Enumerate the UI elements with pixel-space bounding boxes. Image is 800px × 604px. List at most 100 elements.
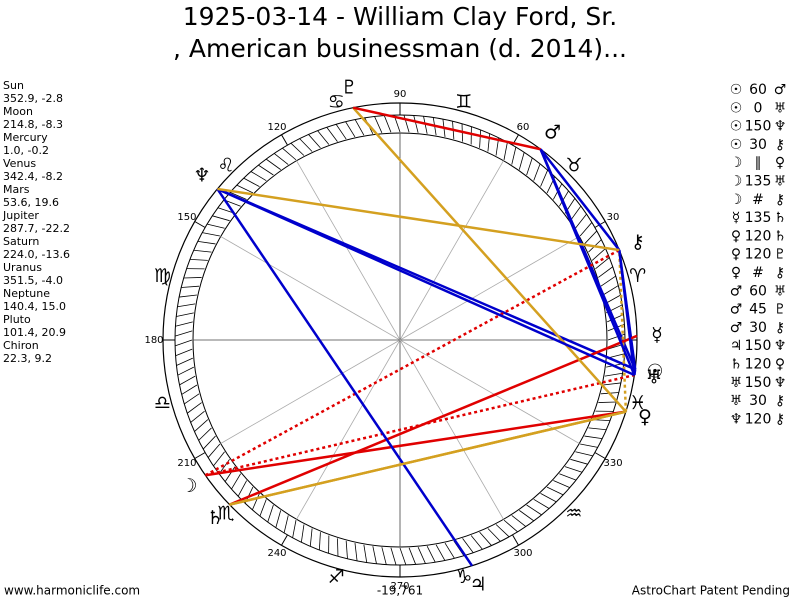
aspect-planet: ☉ <box>730 137 743 153</box>
degree-label: 90 <box>394 89 407 100</box>
aspect-type: 135 <box>745 210 772 226</box>
aspect-type: # <box>752 192 764 208</box>
aspect-planet: ☽ <box>730 174 743 190</box>
degree-label: 150 <box>177 212 196 223</box>
aspect-planet: ♃ <box>730 338 743 354</box>
planet-name: Mercury <box>3 131 48 144</box>
aspect-type: 120 <box>745 357 772 373</box>
aspect-planet: ♆ <box>774 338 787 354</box>
planet-name: Uranus <box>3 261 42 274</box>
sign-glyph: ♍ <box>154 265 171 287</box>
sign-glyph: ♌ <box>218 155 235 177</box>
aspect-planet: ☉ <box>730 82 743 98</box>
degree-label: 60 <box>517 122 530 133</box>
aspect-planet: ☉ <box>730 119 743 135</box>
planet-glyph: ♆ <box>193 165 210 187</box>
aspect-planet: ♂ <box>730 320 743 336</box>
degree-label: 330 <box>603 458 622 469</box>
aspect-type: 30 <box>749 393 767 409</box>
sign-glyph: ♉ <box>565 155 582 177</box>
aspect-type: 0 <box>754 100 763 116</box>
aspect-type: 60 <box>749 82 767 98</box>
title-line: , American businessman (d. 2014)... <box>173 34 627 63</box>
planet-name: Neptune <box>3 287 50 300</box>
title-line: 1925-03-14 - William Clay Ford, Sr. <box>183 2 617 31</box>
aspect-type: 45 <box>749 302 767 318</box>
aspect-planet: ♂ <box>730 283 743 299</box>
degree-label: 300 <box>513 548 532 559</box>
aspect-planet: ♀ <box>775 357 785 373</box>
sign-glyph: ♈ <box>629 265 646 287</box>
sign-glyph: ♐ <box>328 566 345 588</box>
footer-left: www.harmoniclife.com <box>4 584 140 598</box>
planet-coords: 101.4, 20.9 <box>3 326 66 339</box>
aspect-planet: ♅ <box>730 393 743 409</box>
aspect-type: 120 <box>745 411 772 427</box>
planet-coords: 53.6, 19.6 <box>3 196 59 209</box>
aspect-type: 135 <box>745 174 772 190</box>
aspect-planet: ♅ <box>774 174 787 190</box>
aspect-planet: ♅ <box>774 100 787 116</box>
aspect-planet: ♀ <box>731 247 741 263</box>
footer-right: AstroChart Patent Pending <box>632 584 790 598</box>
aspect-type: 120 <box>745 228 772 244</box>
aspect-type: # <box>752 265 764 281</box>
sign-glyph: ♒ <box>565 502 582 524</box>
aspect-planet: ☽ <box>730 155 743 171</box>
aspect-planet: ♇ <box>774 247 787 263</box>
aspect-planet: ☽ <box>730 192 743 208</box>
aspect-planet: ⚷ <box>775 320 785 336</box>
aspect-type: 150 <box>745 338 772 354</box>
aspect-type: ∥ <box>755 155 762 171</box>
aspect-planet: ♀ <box>775 155 785 171</box>
aspect-planet: ♂ <box>774 82 787 98</box>
aspect-planet: ♄ <box>774 210 787 226</box>
degree-label: 30 <box>607 212 620 223</box>
planet-name: Chiron <box>3 339 39 352</box>
planet-coords: 352.9, -2.8 <box>3 92 63 105</box>
planet-name: Venus <box>3 157 36 170</box>
planet-coords: 342.4, -8.2 <box>3 170 63 183</box>
degree-label: 270 <box>390 581 409 592</box>
planet-coords: 1.0, -0.2 <box>3 144 49 157</box>
aspect-planet: ⚷ <box>775 265 785 281</box>
aspect-planet: ♅ <box>774 283 787 299</box>
planet-glyph: ♃ <box>470 573 487 595</box>
aspect-type: 150 <box>745 119 772 135</box>
planet-name: Moon <box>3 105 33 118</box>
planet-glyph: ♄ <box>207 507 224 529</box>
planet-glyph: ☿ <box>651 324 663 346</box>
aspect-type: 30 <box>749 320 767 336</box>
planet-coords: 22.3, 9.2 <box>3 352 52 365</box>
planet-coords: 351.5, -4.0 <box>3 274 63 287</box>
planet-name: Mars <box>3 183 30 196</box>
aspect-planet: ♄ <box>730 357 743 373</box>
hatch <box>598 402 616 403</box>
planet-name: Saturn <box>3 235 39 248</box>
degree-label: 120 <box>267 122 286 133</box>
sign-glyph: ♎ <box>154 392 171 414</box>
sign-glyph: ♊ <box>455 91 472 113</box>
aspect-planet: ⚷ <box>775 192 785 208</box>
aspect-planet: ♅ <box>730 375 743 391</box>
planet-name: Jupiter <box>2 209 39 222</box>
aspect-type: 150 <box>745 375 772 391</box>
planet-glyph: ⚷ <box>631 231 645 253</box>
hatch <box>184 277 202 278</box>
aspect-planet: ♂ <box>730 302 743 318</box>
aspect-planet: ♆ <box>774 375 787 391</box>
aspect-planet: ♀ <box>731 265 741 281</box>
planet-glyph: ♂ <box>544 122 561 144</box>
aspect-planet: ⚷ <box>775 411 785 427</box>
aspect-type: 30 <box>749 137 767 153</box>
aspect-planet: ☿ <box>732 210 741 226</box>
planet-name: Pluto <box>3 313 31 326</box>
planet-coords: 214.8, -8.3 <box>3 118 63 131</box>
aspect-planet: ♀ <box>731 228 741 244</box>
aspect-planet: ☉ <box>730 100 743 116</box>
planet-coords: 140.4, 15.0 <box>3 300 66 313</box>
aspect-planet: ⚷ <box>775 393 785 409</box>
planet-glyph: ♅ <box>646 366 663 388</box>
aspect-type: 60 <box>749 283 767 299</box>
